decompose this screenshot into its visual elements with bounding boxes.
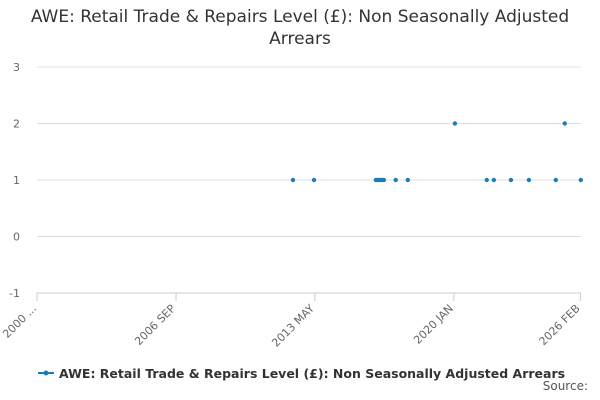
point [484, 177, 489, 183]
x-tick-label: 2000 ... [0, 302, 39, 341]
point [562, 121, 567, 126]
y-tick-label: 2 [13, 118, 20, 131]
y-tick-label: -1 [9, 287, 20, 300]
y-tick-label: 3 [13, 61, 20, 74]
chart-title: AWE: Retail Trade & Repairs Level (£): N… [30, 7, 570, 49]
point [452, 121, 458, 126]
point [578, 177, 583, 183]
legend-label: AWE: Retail Trade & Repairs Level (£): N… [59, 366, 565, 381]
source: Source: [543, 379, 588, 393]
point [290, 177, 296, 183]
point [405, 177, 410, 183]
legend-symbol [43, 370, 49, 376]
point [491, 177, 497, 183]
y-tick-label: 0 [13, 231, 20, 244]
x-tick-label: 2026 FEB [537, 302, 583, 348]
x-tick-label: 2013 MAY [269, 302, 317, 350]
point [393, 177, 398, 183]
point [381, 177, 387, 183]
x-tick-label: 2006 SEP [132, 302, 178, 348]
y-tick-label: 1 [13, 174, 20, 187]
point [508, 177, 514, 183]
x-tick-label: 2020 JAN [411, 302, 456, 347]
point [526, 177, 532, 183]
point [553, 177, 558, 183]
point [311, 177, 317, 183]
